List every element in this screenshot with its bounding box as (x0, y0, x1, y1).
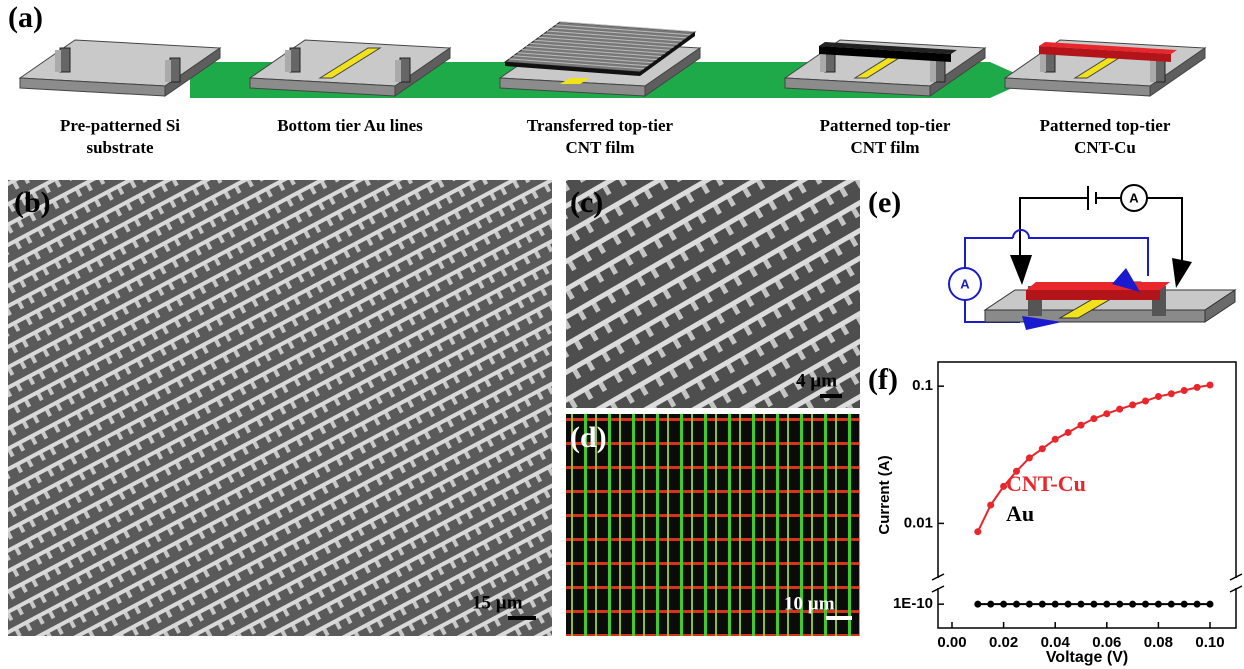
y-tick-label: 0.01 (904, 514, 933, 531)
pillar-face (285, 50, 291, 72)
step-label: Bottom tier Au lines (277, 116, 423, 135)
data-point (1116, 406, 1123, 413)
meter-label: A (1129, 190, 1139, 205)
legend-label: CNT-Cu (1006, 471, 1086, 496)
data-point (987, 601, 994, 608)
scale-bar (508, 616, 536, 620)
data-point (1142, 601, 1149, 608)
step-label: Patterned top-tier (820, 116, 951, 135)
data-point (1039, 601, 1046, 608)
step-label: Transferred top-tier (527, 116, 674, 135)
data-point (1052, 436, 1059, 443)
panel-label: (f) (868, 363, 898, 396)
data-point (1181, 387, 1188, 394)
data-point (1142, 397, 1149, 404)
data-point (1129, 401, 1136, 408)
panel-label: (d) (570, 421, 607, 454)
data-point (1129, 601, 1136, 608)
pillar (400, 58, 410, 82)
x-tick-label: 0.02 (989, 634, 1018, 651)
data-point (987, 502, 994, 509)
pillar (1155, 58, 1165, 82)
axis-frame (938, 362, 1236, 578)
y-axis-label: Current (A) (876, 455, 893, 534)
data-point (1000, 601, 1007, 608)
data-point (1090, 601, 1097, 608)
data-point (1078, 422, 1085, 429)
data-point (1194, 384, 1201, 391)
data-point (1155, 393, 1162, 400)
data-point (974, 528, 981, 535)
panel-label: (b) (14, 186, 51, 219)
scale-bar-label: 10 µm (784, 593, 835, 614)
data-point (1090, 415, 1097, 422)
pillar (290, 48, 300, 72)
pillar (170, 58, 180, 82)
legend-label: Au (1006, 501, 1034, 526)
pillar-face (165, 60, 171, 82)
axis-frame (938, 588, 1236, 628)
panel-label: (e) (868, 186, 901, 219)
x-tick-label: 0.00 (937, 634, 966, 651)
sem-image (8, 180, 552, 636)
scale-bar (820, 394, 842, 398)
x-tick-label: 0.10 (1195, 634, 1224, 651)
pillar (60, 48, 70, 72)
data-point (1013, 601, 1020, 608)
scale-bar-label: 15 µm (472, 592, 523, 613)
data-point (1052, 601, 1059, 608)
step-label: CNT film (565, 138, 634, 157)
x-axis-label: Voltage (V) (1046, 649, 1128, 666)
data-point (1065, 429, 1072, 436)
data-point (974, 601, 981, 608)
step-label: Patterned top-tier (1040, 116, 1171, 135)
pillar-face (1150, 60, 1156, 82)
data-point (1026, 601, 1033, 608)
data-point (1103, 601, 1110, 608)
data-point (1116, 601, 1123, 608)
figure: (a) (b) 15 µm (c) 4 µm (d) 10 µm (e) (0, 0, 1244, 669)
data-point (1065, 601, 1072, 608)
data-point (1207, 381, 1214, 388)
pillar (935, 58, 945, 82)
data-point (1155, 601, 1162, 608)
step-label: CNT film (850, 138, 919, 157)
pillar-face (930, 60, 936, 82)
scale-bar (826, 616, 852, 620)
panel-label: (a) (8, 1, 43, 34)
data-point (1103, 410, 1110, 417)
step-label: CNT-Cu (1074, 138, 1136, 157)
data-point (1168, 601, 1175, 608)
data-point (1168, 390, 1175, 397)
scale-bar-label: 4 µm (796, 370, 837, 391)
data-point (1207, 601, 1214, 608)
panel-label: (c) (570, 186, 603, 219)
pillar-face (395, 60, 401, 82)
y-tick-label: 1E-10 (893, 595, 933, 612)
meter-label: A (960, 276, 970, 291)
data-point (1181, 601, 1188, 608)
data-point (1039, 445, 1046, 452)
x-tick-label: 0.08 (1144, 634, 1173, 651)
data-point (1026, 454, 1033, 461)
y-tick-label: 0.1 (912, 377, 933, 394)
step-label: Pre-patterned Si (60, 116, 180, 135)
circuit (949, 185, 1235, 330)
step-label: substrate (86, 138, 154, 157)
pillar-face (55, 50, 61, 72)
data-point (1194, 601, 1201, 608)
data-point (1078, 601, 1085, 608)
